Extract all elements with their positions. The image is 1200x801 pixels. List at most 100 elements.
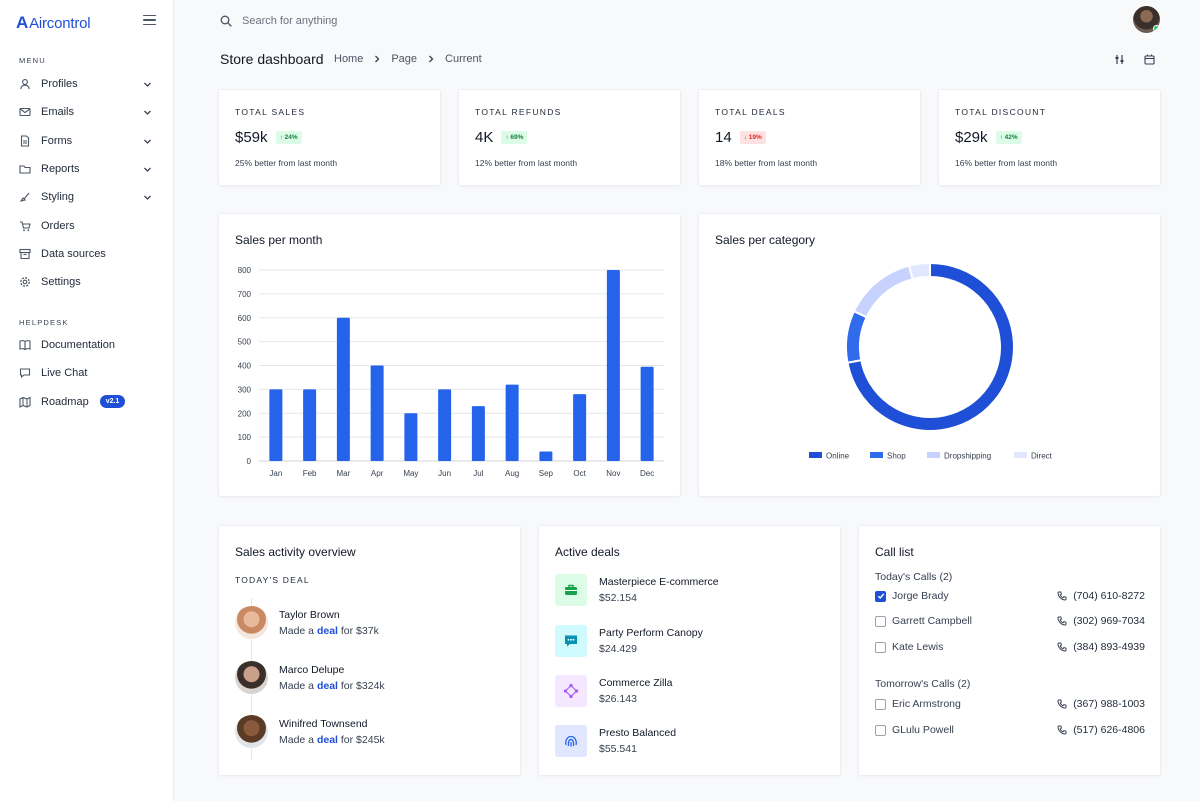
- breadcrumb-page[interactable]: Page: [391, 53, 418, 65]
- call-checkbox[interactable]: [875, 615, 886, 627]
- bar-aug[interactable]: [505, 384, 519, 461]
- chevron-down-icon[interactable]: [143, 193, 152, 202]
- sidebar-item-orders[interactable]: Orders: [0, 211, 174, 239]
- active-deals-card: Active deals Masterpiece E-commerce $52.…: [538, 525, 841, 776]
- call-phone-link[interactable]: (517) 626-4806: [1057, 724, 1145, 736]
- chevron-down-icon[interactable]: [143, 137, 152, 146]
- book-icon: [19, 340, 31, 351]
- user-avatar[interactable]: [1133, 6, 1160, 33]
- bar-dec[interactable]: [640, 366, 654, 461]
- avatar[interactable]: [235, 715, 268, 748]
- deal-item[interactable]: Masterpiece E-commerce $52.154: [555, 574, 719, 606]
- activity-item: Taylor Brown Made a deal for $37k: [235, 606, 379, 639]
- avatar[interactable]: [235, 606, 268, 639]
- breadcrumb-home[interactable]: Home: [334, 53, 364, 65]
- deal-item[interactable]: Presto Balanced $55.541: [555, 725, 676, 757]
- bar-oct[interactable]: [573, 394, 587, 461]
- stat-value-row: 4K ↑ 69%: [475, 129, 528, 146]
- app-logo[interactable]: A Aircontrol: [16, 13, 91, 33]
- sidebar-item-documentation[interactable]: Documentation: [0, 331, 174, 359]
- x-tick-label: May: [403, 469, 418, 478]
- bar-jan[interactable]: [269, 389, 283, 461]
- chevron-down-icon[interactable]: [143, 80, 152, 89]
- calendar-icon[interactable]: [1144, 54, 1155, 65]
- deal-link[interactable]: deal: [316, 624, 338, 637]
- sidebar-item-profiles[interactable]: Profiles: [0, 70, 174, 98]
- deal-item[interactable]: Party Perform Canopy $24.429: [555, 625, 703, 657]
- bar-nov[interactable]: [606, 270, 620, 461]
- x-tick-label: Feb: [303, 469, 317, 478]
- bar-apr[interactable]: [370, 365, 384, 462]
- bar-jun[interactable]: [438, 389, 452, 461]
- activity-item: Winifred Townsend Made a deal for $245k: [235, 715, 385, 748]
- sidebar-item-reports[interactable]: Reports: [0, 155, 174, 183]
- cart-icon: [20, 221, 31, 231]
- bar-jul[interactable]: [471, 406, 485, 461]
- stat-label: TOTAL DEALS: [715, 107, 786, 117]
- chevron-down-icon[interactable]: [143, 165, 152, 174]
- call-name: Jorge Brady: [892, 590, 949, 602]
- sidebar-item-emails[interactable]: Emails: [0, 98, 174, 126]
- deal-icon-tile: [555, 625, 587, 657]
- call-phone-link[interactable]: (384) 893-4939: [1057, 641, 1145, 653]
- stat-value: 4K: [475, 129, 494, 146]
- slice-shop[interactable]: [845, 309, 868, 364]
- stat-label: TOTAL REFUNDS: [475, 107, 562, 117]
- call-item: Eric Armstrong (367) 988-1003: [875, 698, 1145, 710]
- call-checkbox[interactable]: [875, 724, 886, 736]
- activity-amount: for $324k: [340, 679, 385, 692]
- sales-bar-chart: 0 100 200 300 400 500 600 700 800 Jan Feb Mar Apr May…: [238, 266, 664, 478]
- legend-swatch: [927, 452, 940, 458]
- sidebar-item-settings[interactable]: Settings: [0, 268, 174, 296]
- sidebar-item-forms[interactable]: Forms: [0, 127, 174, 155]
- stat-value-row: $59k ↑ 24%: [235, 129, 302, 146]
- slice-dropshipping[interactable]: [852, 264, 914, 319]
- search-bar[interactable]: Search for anything: [220, 15, 337, 27]
- todays-deal-label: TODAY'S DEAL: [235, 575, 310, 585]
- chevron-down-icon[interactable]: [143, 108, 152, 117]
- deal-name: Masterpiece E-commerce: [599, 576, 719, 588]
- call-item: Jorge Brady (704) 610-8272: [875, 590, 1145, 602]
- stat-label: TOTAL DISCOUNT: [955, 107, 1047, 117]
- online-status-dot: [1153, 25, 1160, 32]
- sidebar-item-styling[interactable]: Styling: [0, 183, 174, 211]
- deal-link[interactable]: deal: [316, 679, 338, 692]
- sidebar-item-live-chat[interactable]: Live Chat: [0, 359, 174, 387]
- change-badge: ↑ 42%: [995, 131, 1022, 144]
- activity-name[interactable]: Winifred Townsend: [279, 717, 368, 730]
- slice-direct[interactable]: [907, 261, 931, 281]
- tomorrows-calls-label: Tomorrow's Calls (2): [875, 678, 971, 690]
- call-phone-link[interactable]: (704) 610-8272: [1057, 590, 1145, 602]
- stat-card-total-deals: TOTAL DEALS 14 ↓ 19% 18% better from las…: [698, 89, 921, 186]
- sidebar-item-data-sources[interactable]: Data sources: [0, 240, 174, 268]
- bar-may[interactable]: [404, 413, 418, 461]
- call-checkbox[interactable]: [875, 641, 886, 653]
- card-title: Active deals: [555, 545, 620, 559]
- bar-sep[interactable]: [539, 451, 553, 461]
- call-phone-link[interactable]: (302) 969-7034: [1057, 615, 1145, 627]
- call-checkbox[interactable]: [875, 590, 886, 602]
- y-tick-label: 100: [238, 433, 252, 442]
- y-tick-label: 200: [238, 409, 252, 418]
- legend-label[interactable]: Shop: [887, 452, 906, 461]
- deal-link[interactable]: deal: [316, 733, 338, 746]
- bar-feb[interactable]: [303, 389, 317, 461]
- deal-value: $24.429: [599, 643, 637, 655]
- filter-icon[interactable]: [1114, 54, 1125, 65]
- activity-name[interactable]: Marco Delupe: [279, 663, 345, 676]
- bar-mar[interactable]: [336, 317, 350, 461]
- check-icon: [877, 593, 884, 600]
- legend-label[interactable]: Online: [826, 452, 850, 461]
- activity-name[interactable]: Taylor Brown: [279, 608, 340, 621]
- mail-icon: [19, 108, 31, 117]
- call-checkbox[interactable]: [875, 698, 886, 710]
- legend-label[interactable]: Direct: [1031, 452, 1053, 461]
- call-phone-link[interactable]: (367) 988-1003: [1057, 698, 1145, 710]
- search-input[interactable]: Search for anything: [242, 15, 338, 27]
- brush-icon: [19, 192, 30, 203]
- menu-toggle-icon[interactable]: [143, 15, 156, 26]
- sidebar-item-roadmap[interactable]: Roadmap v2.1: [0, 388, 174, 416]
- avatar[interactable]: [235, 661, 268, 694]
- legend-label[interactable]: Dropshipping: [944, 452, 991, 461]
- deal-item[interactable]: Commerce Zilla $26.143: [555, 675, 673, 707]
